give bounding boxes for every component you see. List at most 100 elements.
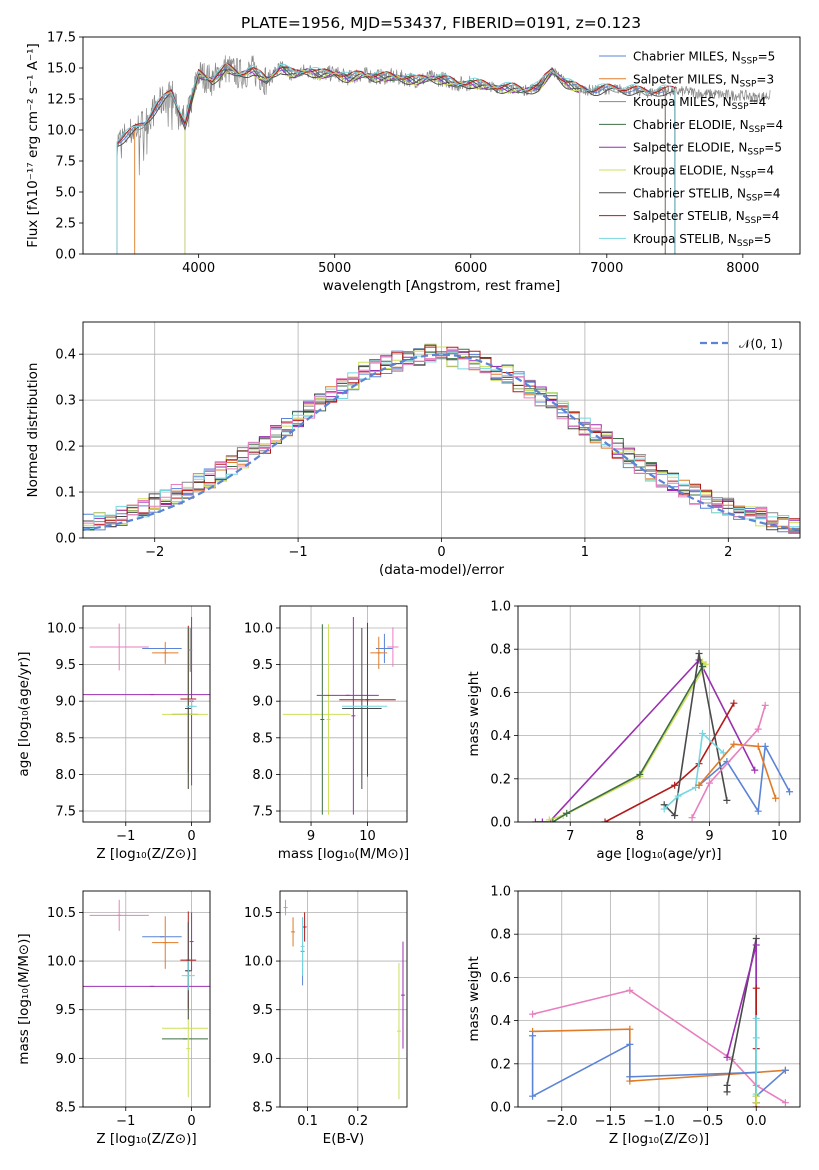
x-tick-label: 9: [705, 829, 713, 844]
x-tick-label: −1: [116, 1114, 135, 1129]
weight-marker: [751, 766, 759, 774]
legend-text: Salpeter STELIB, N: [633, 209, 745, 223]
weight-marker: [752, 984, 760, 992]
y-tick-label: 8.5: [55, 731, 76, 746]
x-axis-label: Z [log₁₀(Z/Z⊙)]: [96, 1131, 196, 1147]
x-tick-label: 2: [724, 545, 732, 560]
y-tick-label: 0.8: [490, 928, 511, 943]
weight-marker: [752, 1034, 760, 1042]
weight-marker: [636, 770, 644, 778]
weight-marker: [626, 1073, 634, 1081]
weight-marker: [531, 818, 539, 822]
legend-text: Kroupa MILES, N: [633, 95, 732, 109]
legend-tail: =5: [758, 50, 776, 64]
weight-marker: [545, 816, 553, 822]
y-tick-label: 0.0: [55, 532, 76, 547]
y-tick-label: 9.5: [55, 1003, 76, 1018]
residuals-axes: −2 −1 0 1 2 0.0 0.1 0.2 0.3 0.4 (data-model)/error…: [25, 322, 800, 578]
spectrum-legend: Chabrier MILES, NSSP=5 Salpeter MILES, N S…: [599, 50, 783, 249]
model-spectrum-line: [116, 65, 666, 254]
x-tick-label: 7000: [590, 261, 623, 276]
axes-frame: [82, 36, 801, 255]
legend-text: Salpeter MILES, N: [633, 72, 740, 86]
axes-frame: [82, 890, 211, 1108]
weight-marker: [752, 1099, 760, 1107]
legend-label: Chabrier MILES, NSSP=5: [633, 50, 775, 67]
y-tick-label: 0.2: [490, 772, 511, 787]
y-tick-label: 9.0: [55, 695, 76, 710]
mass-vs-EBV-axes: 0.1 0.2 8.5 9.0 9.5 10.0 10.5 E(B-V): [244, 891, 407, 1147]
weight-marker: [752, 941, 760, 949]
y-tick-label: 0.2: [490, 1057, 511, 1072]
y-tick-label: 0.3: [55, 394, 76, 409]
spectrum-axes: 4000 5000 6000 7000 8000 0.0 2.5 5.0 7.5 10.0 12.5…: [25, 31, 759, 295]
y-axis-label: Flux [fλ10⁻¹⁷ erg cm⁻² s⁻¹ A⁻¹]: [25, 43, 41, 248]
weight-marker: [781, 1066, 789, 1074]
weight-marker: [671, 812, 679, 820]
y-tick-label: 0.4: [55, 348, 76, 363]
weight-line: [535, 658, 756, 822]
y-tick-label: 0.0: [490, 1101, 511, 1116]
weight-marker: [723, 1081, 731, 1089]
legend-text: Chabrier ELODIE, N: [633, 118, 749, 132]
weight-marker: [688, 814, 696, 822]
weight-vs-age-axes: 7 8 9 10 0.0 0.2 0.4 0.6 0.8 1.0 age [log₁₀(age/yr…: [466, 600, 800, 862]
x-axis-label: wavelength [Angstrom, rest frame]: [323, 278, 561, 294]
weight-marker: [723, 1053, 731, 1061]
legend-label: 𝒩(0, 1): [739, 337, 783, 351]
y-tick-label: 8.5: [252, 731, 273, 746]
weight-marker: [781, 1099, 789, 1107]
weight-marker: [626, 1025, 634, 1033]
y-tick-label: 10.0: [244, 955, 273, 970]
y-tick-label: 9.5: [55, 658, 76, 673]
x-tick-label: 0: [187, 829, 195, 844]
weight-marker: [695, 781, 703, 789]
weight-marker: [529, 1092, 537, 1100]
x-tick-label: −1.5: [595, 1114, 627, 1129]
x-tick-label: 0: [437, 545, 445, 560]
weight-marker: [752, 1014, 760, 1022]
x-tick-label: 0.1: [297, 1114, 318, 1129]
weight-marker: [538, 818, 546, 822]
y-tick-label: 10.0: [47, 955, 76, 970]
y-axis-label: mass weight: [466, 671, 482, 756]
y-tick-label: 7.5: [55, 805, 76, 820]
weight-vs-Z-axes: −2.0 −1.5 −1.0 −0.5 0.0 0.0 0.2 0.4 0.6 0.8 1.0 Z […: [466, 885, 800, 1147]
weight-marker: [674, 792, 682, 800]
x-axis-label: age [log₁₀(age/yr)]: [596, 846, 721, 862]
legend-sub: SSP: [745, 216, 762, 226]
mass-vs-EBV-plot-area: [283, 899, 405, 1100]
x-tick-label: −1.0: [643, 1114, 675, 1129]
y-tick-label: 8.5: [55, 1101, 76, 1116]
y-tick-label: 8.5: [252, 1101, 273, 1116]
spectrum-plot-area: [116, 55, 771, 254]
legend-text: Kroupa STELIB, N: [633, 232, 737, 246]
x-tick-label: −1: [116, 829, 135, 844]
y-tick-label: 10.5: [47, 906, 76, 921]
model-spectrum-line: [184, 64, 581, 254]
y-tick-label: 7.5: [55, 155, 76, 170]
x-tick-label: −1: [289, 545, 308, 560]
y-tick-label: 10.0: [47, 124, 76, 139]
y-tick-label: 7.5: [252, 805, 273, 820]
legend-sub: SSP: [740, 171, 757, 181]
x-tick-label: 0.0: [746, 1114, 767, 1129]
mass-vs-Z-plot-area: [83, 899, 210, 1098]
y-tick-label: 17.5: [47, 31, 76, 46]
x-tick-label: 7: [566, 829, 574, 844]
y-tick-label: 10.5: [244, 906, 273, 921]
legend-label: Chabrier STELIB, NSSP=4: [633, 186, 781, 203]
legend-text: Salpeter ELODIE, N: [633, 141, 747, 155]
model-spectrum-line: [116, 65, 666, 254]
weight-marker: [754, 807, 762, 815]
weight-marker: [730, 740, 738, 748]
model-spectrum-line: [184, 67, 581, 254]
legend-tail: =3: [756, 72, 774, 86]
weight-marker: [695, 650, 703, 658]
y-tick-label: 9.5: [252, 658, 273, 673]
weight-vs-Z-plot-area: [529, 935, 789, 1107]
model-spectrum-line: [184, 68, 581, 254]
age-vs-mass-plot-area: [282, 616, 399, 815]
legend-label: Kroupa MILES, NSSP=4: [633, 95, 766, 112]
